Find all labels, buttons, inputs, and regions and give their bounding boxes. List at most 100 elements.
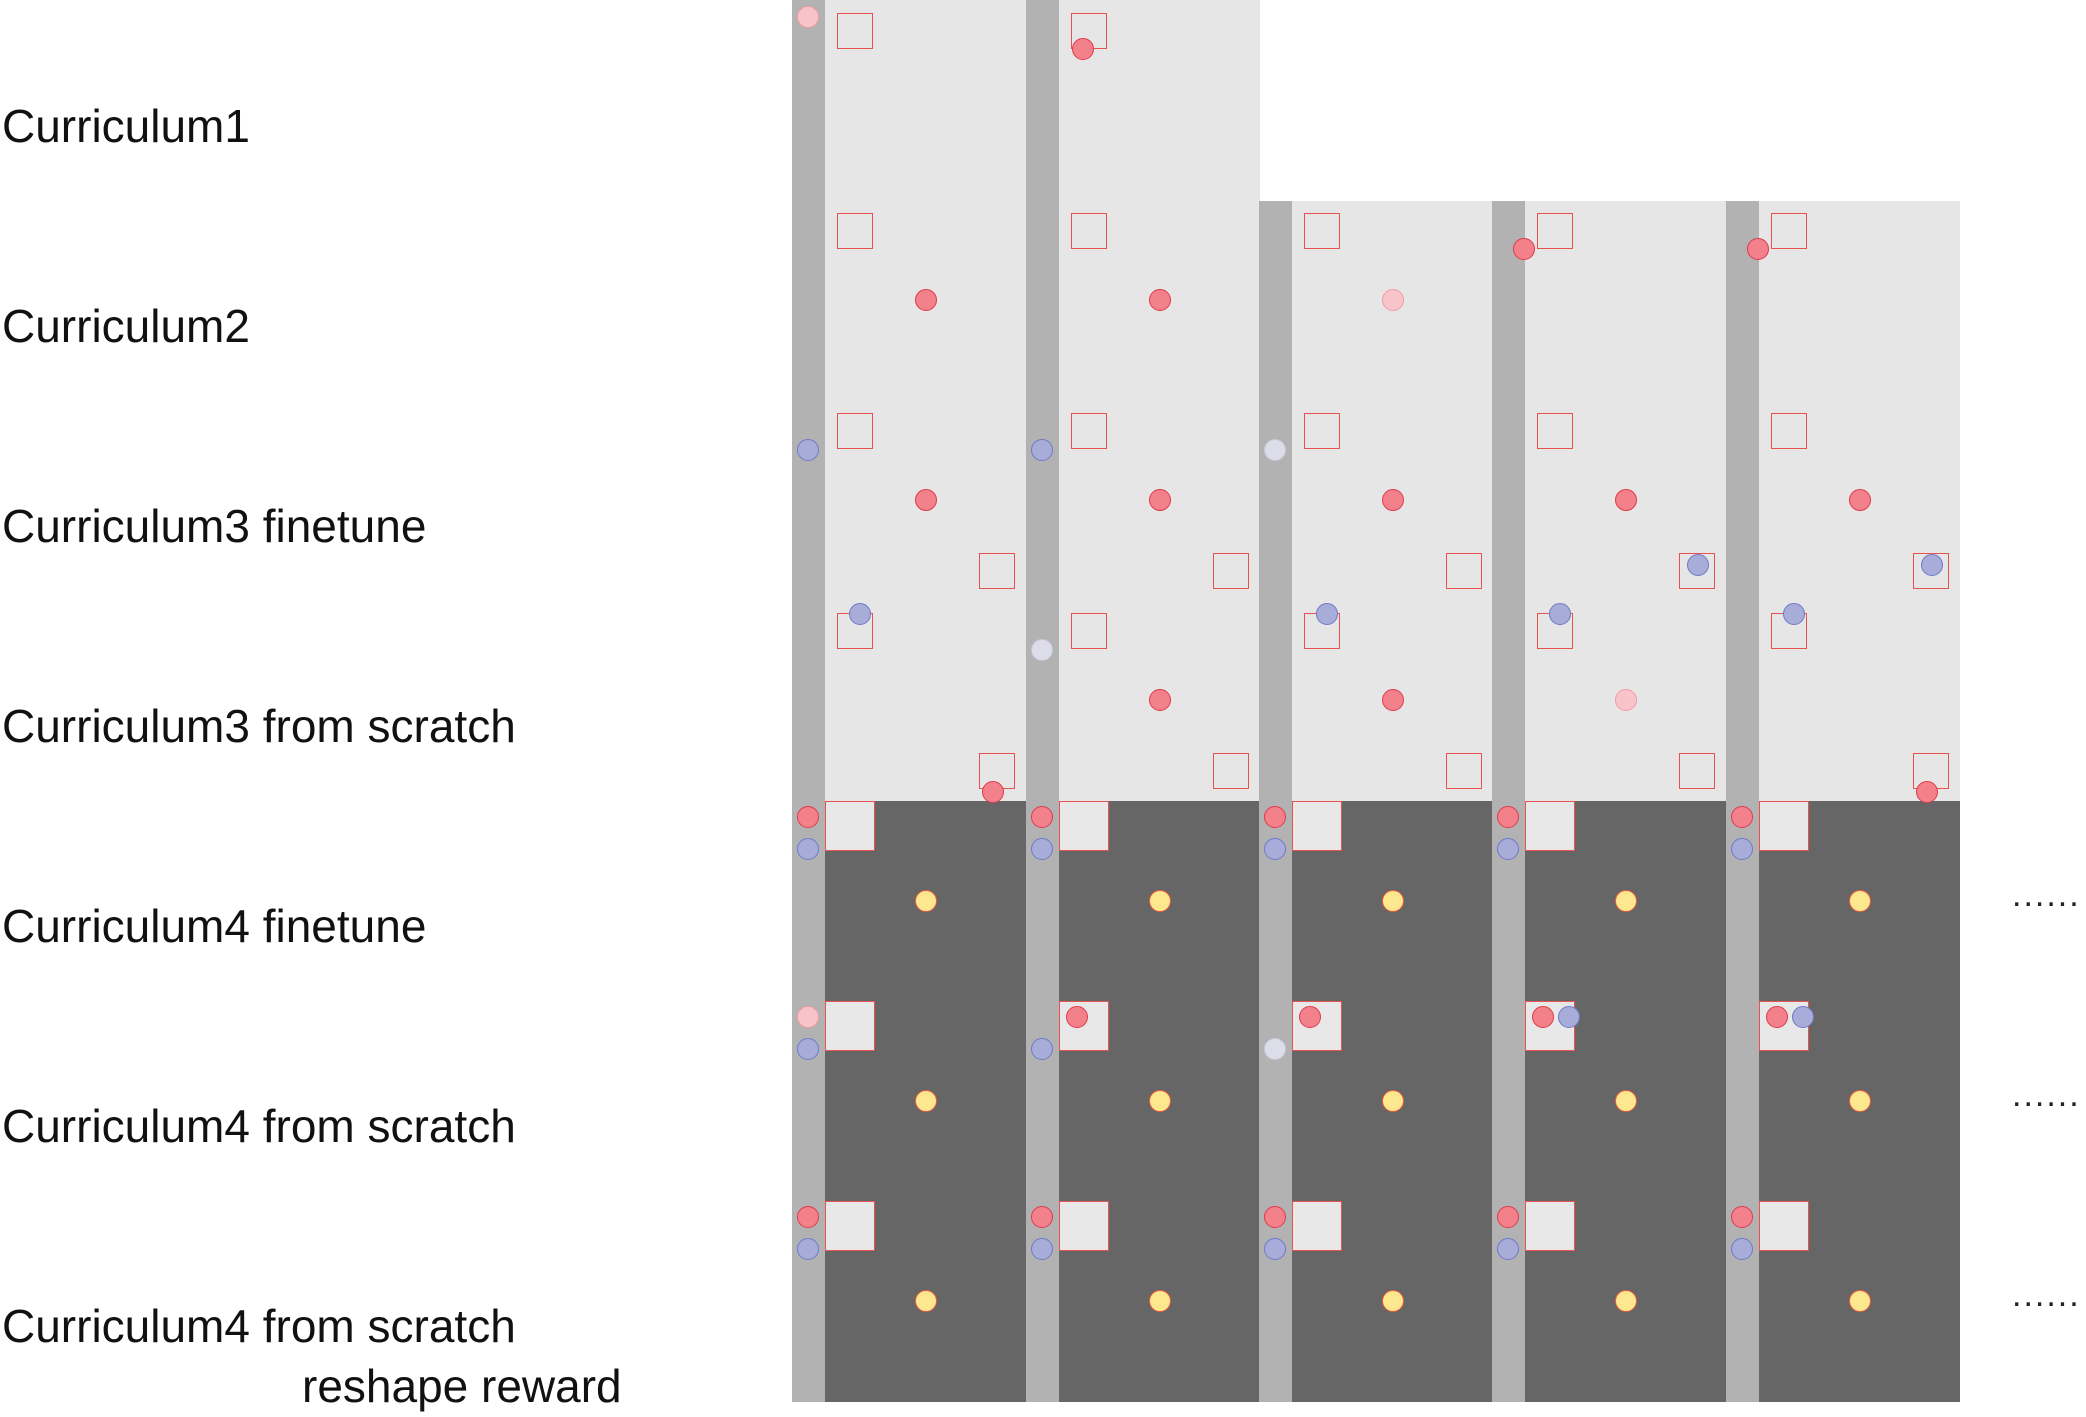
row-label-curriculum4-reshape: Curriculum4 from scratch reshape reward <box>2 1303 622 1409</box>
red-agent-icon <box>1149 289 1171 311</box>
red-agent-icon <box>1382 289 1404 311</box>
episode-light-col-4 <box>1492 201 1726 801</box>
box-icon <box>1759 801 1809 851</box>
goal-icon <box>1382 1090 1404 1112</box>
blue-agent-icon <box>1549 603 1571 625</box>
red-agent-icon <box>1149 489 1171 511</box>
episode-light-col-3 <box>1259 201 1493 801</box>
goal-icon <box>1849 1290 1871 1312</box>
blue-agent-icon <box>1558 1006 1580 1028</box>
box-icon <box>837 413 873 449</box>
box-icon <box>1059 1201 1109 1251</box>
blue-agent-icon <box>1264 1238 1286 1260</box>
box-icon <box>1446 553 1482 589</box>
blue-agent-icon <box>797 838 819 860</box>
box-icon <box>1759 1201 1809 1251</box>
blue-agent-icon <box>1792 1006 1814 1028</box>
ellipsis-row-6: ...... <box>2012 1076 2081 1114</box>
blue-agent-icon <box>1921 554 1943 576</box>
blue-agent-icon <box>1264 838 1286 860</box>
box-icon <box>1213 553 1249 589</box>
red-agent-icon <box>797 1006 819 1028</box>
red-agent-icon <box>1916 781 1938 803</box>
box-icon <box>1292 801 1342 851</box>
blue-agent-icon <box>1031 1238 1053 1260</box>
episode-dark-col-3 <box>1259 801 1493 1402</box>
wall-strip <box>792 801 825 1402</box>
red-agent-icon <box>1299 1006 1321 1028</box>
wall-strip <box>1492 801 1525 1402</box>
box-icon <box>1071 613 1107 649</box>
goal-icon <box>1849 1090 1871 1112</box>
box-icon <box>1304 413 1340 449</box>
wall-strip <box>1026 801 1059 1402</box>
box-icon <box>1059 801 1109 851</box>
red-agent-icon <box>1513 238 1535 260</box>
red-agent-icon <box>797 1206 819 1228</box>
box-icon <box>837 13 873 49</box>
red-agent-icon <box>915 489 937 511</box>
red-agent-icon <box>1747 238 1769 260</box>
episode-light-col-5 <box>1726 201 1960 801</box>
episode-light-col-2 <box>1026 0 1260 801</box>
box-icon <box>1304 213 1340 249</box>
goal-icon <box>1615 890 1637 912</box>
board-area <box>1059 0 1260 801</box>
row-label-curriculum3-from-scratch: Curriculum3 from scratch <box>2 700 516 752</box>
row-label-curriculum2: Curriculum2 <box>2 300 250 352</box>
red-agent-icon <box>1849 489 1871 511</box>
red-agent-icon <box>1532 1006 1554 1028</box>
red-agent-icon <box>1149 689 1171 711</box>
blue-agent-icon <box>849 603 871 625</box>
row-label-curriculum3-finetune: Curriculum3 finetune <box>2 500 427 552</box>
red-agent-icon <box>1497 806 1519 828</box>
episode-light-col-1 <box>792 0 1026 801</box>
blue-agent-icon <box>1731 838 1753 860</box>
row-label-line1: Curriculum4 from scratch <box>2 1300 516 1352</box>
episode-dark-col-4 <box>1492 801 1726 1402</box>
board-area <box>825 0 1026 801</box>
ellipsis-row-5: ...... <box>2012 876 2081 914</box>
red-agent-icon <box>1731 1206 1753 1228</box>
blue-agent-icon <box>1031 639 1053 661</box>
box-icon <box>1525 801 1575 851</box>
blue-agent-icon <box>1497 1238 1519 1260</box>
red-agent-icon <box>797 806 819 828</box>
blue-agent-icon <box>1264 439 1286 461</box>
box-icon <box>1679 553 1715 589</box>
wall-strip <box>1726 801 1759 1402</box>
box-icon <box>1213 753 1249 789</box>
box-icon <box>1679 753 1715 789</box>
blue-agent-icon <box>1497 838 1519 860</box>
blue-agent-icon <box>1316 603 1338 625</box>
blue-agent-icon <box>1031 838 1053 860</box>
goal-icon <box>1615 1290 1637 1312</box>
ellipsis-row-7: ...... <box>2012 1276 2081 1314</box>
blue-agent-icon <box>1731 1238 1753 1260</box>
wall-strip <box>1726 201 1759 801</box>
episode-dark-col-2 <box>1026 801 1260 1402</box>
wall-strip <box>1259 801 1292 1402</box>
red-agent-icon <box>1615 689 1637 711</box>
red-agent-icon <box>1031 1206 1053 1228</box>
blue-agent-icon <box>797 1038 819 1060</box>
box-icon <box>1292 1201 1342 1251</box>
blue-agent-icon <box>797 1238 819 1260</box>
box-icon <box>825 1201 875 1251</box>
red-agent-icon <box>1382 489 1404 511</box>
blue-agent-icon <box>1783 603 1805 625</box>
red-agent-icon <box>1264 1206 1286 1228</box>
box-icon <box>1537 413 1573 449</box>
goal-icon <box>915 1090 937 1112</box>
red-agent-icon <box>1072 38 1094 60</box>
box-icon <box>1913 553 1949 589</box>
red-agent-icon <box>1066 1006 1088 1028</box>
episode-dark-col-5 <box>1726 801 1960 1402</box>
box-icon <box>825 1001 875 1051</box>
wall-strip <box>1492 201 1525 801</box>
blue-agent-icon <box>1687 554 1709 576</box>
box-icon <box>825 801 875 851</box>
goal-icon <box>1615 1090 1637 1112</box>
red-agent-icon <box>1031 806 1053 828</box>
